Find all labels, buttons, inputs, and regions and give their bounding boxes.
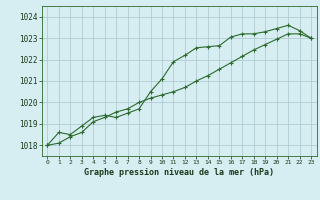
X-axis label: Graphe pression niveau de la mer (hPa): Graphe pression niveau de la mer (hPa): [84, 168, 274, 177]
